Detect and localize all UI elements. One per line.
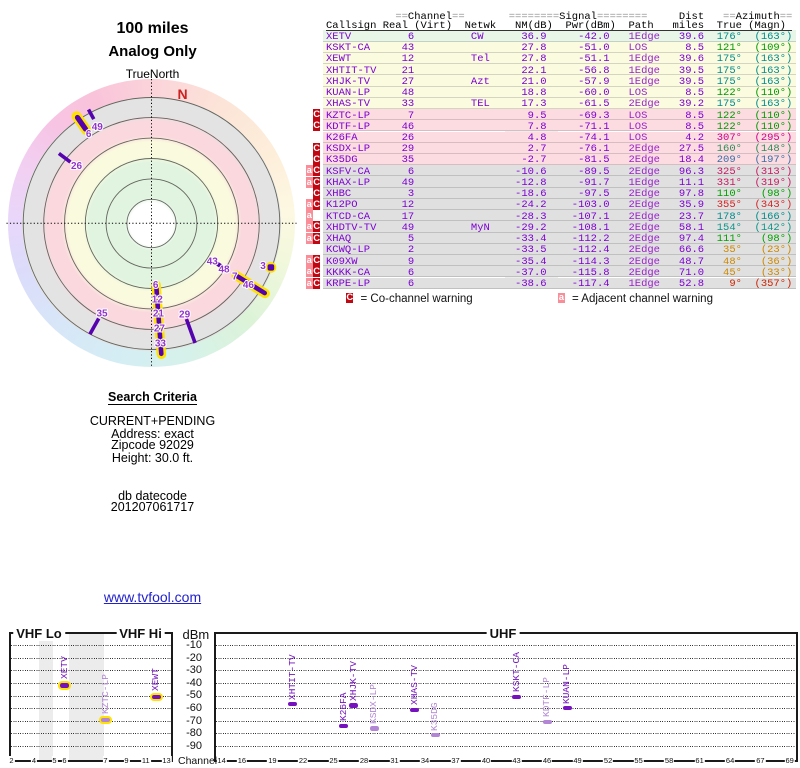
svg-text:12: 12	[152, 295, 164, 306]
svg-text:3: 3	[260, 261, 266, 272]
svg-text:29: 29	[179, 310, 191, 321]
svg-text:7: 7	[232, 271, 238, 282]
svg-text:48: 48	[218, 265, 230, 276]
svg-text:43: 43	[207, 257, 219, 268]
svg-text:33: 33	[155, 339, 167, 350]
svg-text:49: 49	[92, 122, 104, 133]
svg-text:27: 27	[154, 324, 166, 335]
svg-text:21: 21	[153, 308, 165, 319]
svg-text:46: 46	[243, 280, 255, 291]
svg-text:26: 26	[71, 161, 83, 172]
svg-text:35: 35	[96, 309, 108, 320]
svg-text:6: 6	[86, 129, 92, 140]
svg-text:6: 6	[153, 280, 159, 291]
